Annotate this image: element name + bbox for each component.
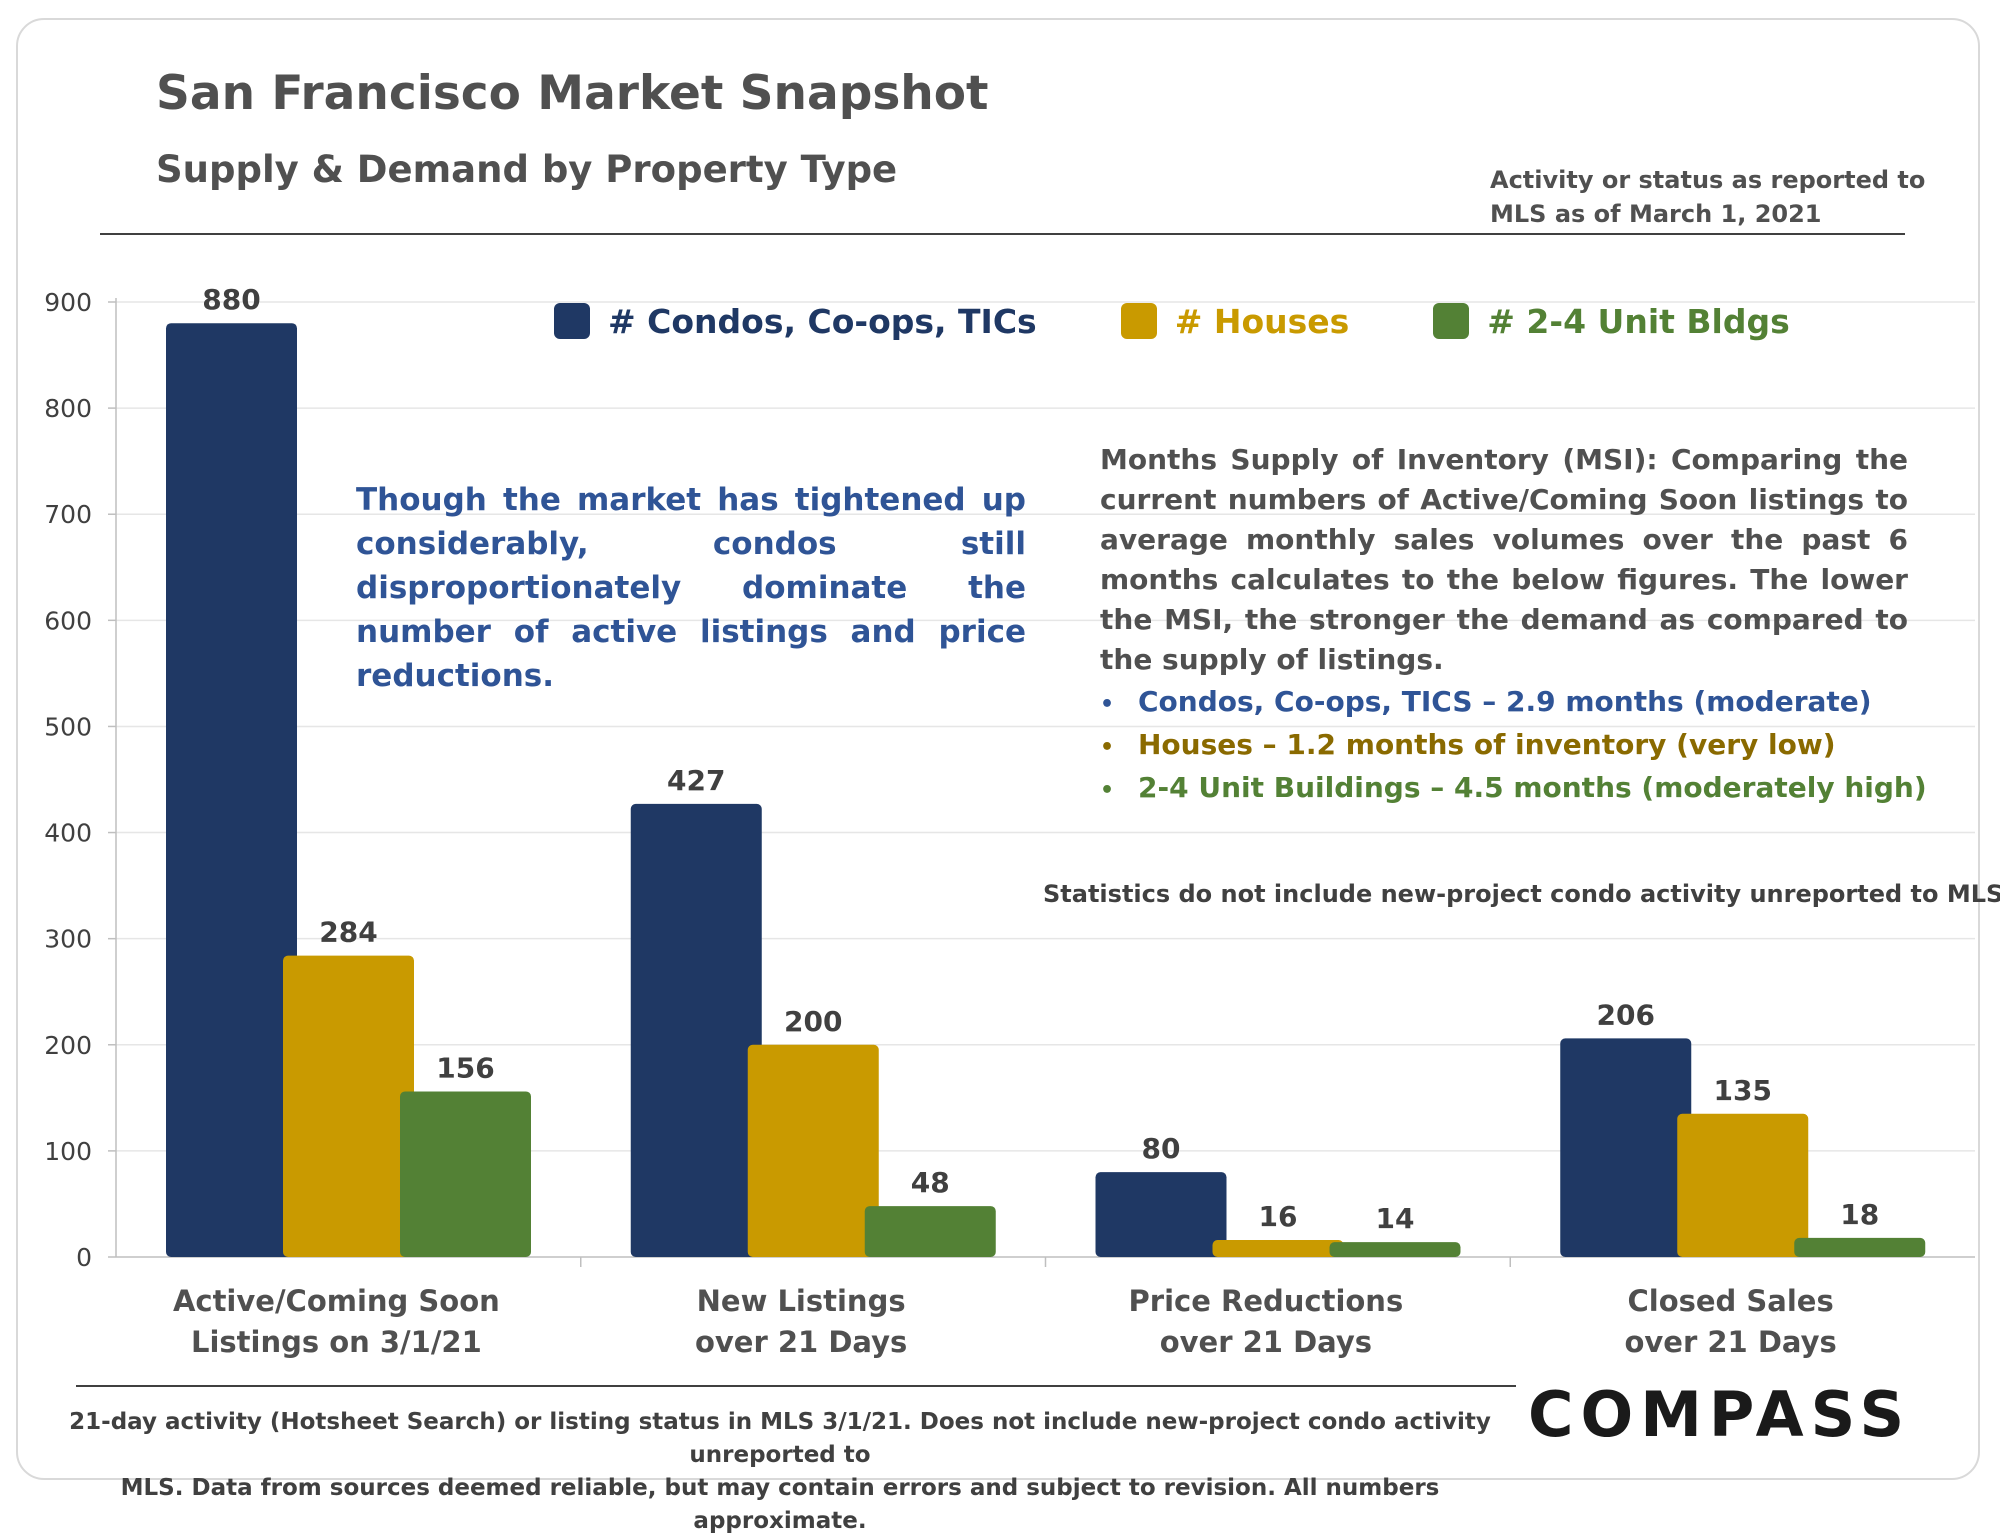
y-tick-label: 200: [44, 1031, 92, 1060]
legend-label-unit-bldgs: # 2-4 Unit Bldgs: [1487, 301, 1790, 341]
x-category-label: over 21 Days: [1624, 1325, 1836, 1359]
data-label: 427: [667, 764, 725, 797]
bar: [166, 323, 297, 1257]
data-label: 156: [436, 1051, 494, 1084]
x-category-label: New Listings: [697, 1284, 906, 1318]
legend-swatch-condos: [554, 303, 590, 339]
data-label: 18: [1840, 1198, 1879, 1231]
bar: [1212, 1240, 1344, 1257]
data-label: 206: [1597, 998, 1655, 1031]
bullet-icon: •: [1100, 778, 1115, 803]
data-label: 880: [202, 283, 260, 316]
y-tick-label: 500: [44, 712, 92, 741]
legend-item-condos: # Condos, Co-ops, TICs: [554, 302, 1037, 341]
bar: [864, 1206, 996, 1257]
x-category-label: over 21 Days: [695, 1325, 907, 1359]
data-label: 200: [784, 1005, 842, 1038]
bar-chart: 0 100 200 300 400 500 600 700 800 900 Active/Comin…: [44, 283, 1975, 1359]
bar: [747, 1044, 879, 1257]
as-of-note: Activity or status as reported to MLS as…: [1490, 163, 1925, 231]
y-tick-label: 0: [76, 1243, 92, 1272]
y-tick-label: 900: [44, 288, 92, 317]
msi-item-houses: • Houses – 1.2 months of inventory (very …: [1100, 725, 1927, 768]
footer-divider: [76, 1385, 1516, 1387]
bar: [1095, 1172, 1227, 1257]
legend: # Condos, Co-ops, TICs # Houses # 2-4 Un…: [554, 296, 1790, 346]
statistics-note: Statistics do not include new-project co…: [1043, 880, 2000, 908]
bar: [630, 803, 762, 1257]
data-label: 135: [1714, 1074, 1772, 1107]
x-category-label: Listings on 3/1/21: [191, 1325, 482, 1359]
bar: [1329, 1242, 1461, 1257]
y-tick-label: 700: [44, 500, 92, 529]
msi-item-text: Houses – 1.2 months of inventory (very l…: [1138, 728, 1836, 761]
bar: [1794, 1237, 1926, 1257]
y-tick-label: 100: [44, 1137, 92, 1166]
legend-label-houses: # Houses: [1174, 301, 1350, 341]
as-of-line-1: Activity or status as reported to: [1490, 166, 1926, 194]
card-frame: [16, 18, 1980, 1480]
bars: [166, 323, 1926, 1257]
legend-item-unit-bldgs: # 2-4 Unit Bldgs: [1433, 301, 1790, 341]
bar: [400, 1091, 531, 1257]
x-category-label: over 21 Days: [1160, 1325, 1372, 1359]
bullet-icon: •: [1100, 692, 1115, 717]
data-label: 16: [1259, 1200, 1298, 1233]
chart-subtitle: Supply & Demand by Property Type: [156, 148, 898, 191]
x-category-label: Price Reductions: [1129, 1284, 1404, 1318]
bar: [1560, 1038, 1692, 1257]
data-label: 80: [1142, 1132, 1181, 1165]
as-of-line-2: MLS as of March 1, 2021: [1490, 200, 1822, 228]
msi-item-text: Condos, Co-ops, TICS – 2.9 months (moder…: [1138, 685, 1872, 718]
data-label: 14: [1376, 1202, 1415, 1235]
x-category-label: Closed Sales: [1627, 1284, 1833, 1318]
msi-item-text: 2-4 Unit Buildings – 4.5 months (moderat…: [1138, 771, 1927, 804]
footer-line-1: 21-day activity (Hotsheet Search) or lis…: [69, 1409, 1491, 1468]
msi-item-unit-bldgs: • 2-4 Unit Buildings – 4.5 months (modera…: [1100, 768, 1927, 811]
footer-line-2: MLS. Data from sources deemed reliable, …: [120, 1475, 1440, 1534]
condo-dominance-note: Though the market has tightened up consi…: [356, 482, 1026, 694]
legend-label-condos: # Condos, Co-ops, TICs: [608, 301, 1037, 341]
data-labels: 880 284 156 427 200 48 80 16 14 206 135 18: [202, 283, 1879, 1235]
y-tick-label: 300: [44, 925, 92, 954]
bar: [1677, 1113, 1809, 1257]
chart-title: San Francisco Market Snapshot: [156, 66, 989, 121]
msi-explanation: Months Supply of Inventory (MSI): Compar…: [1100, 443, 1908, 676]
bullet-icon: •: [1100, 735, 1115, 760]
msi-item-condos: • Condos, Co-ops, TICS – 2.9 months (mode…: [1100, 682, 1927, 725]
legend-swatch-unit-bldgs: [1433, 303, 1470, 339]
y-tick-label: 800: [44, 394, 92, 423]
header-divider: [100, 233, 1905, 235]
axes: 0 100 200 300 400 500 600 700 800 900 Active/Comin…: [44, 288, 1975, 1359]
data-label: 284: [319, 916, 377, 949]
legend-item-houses: # Houses: [1120, 301, 1350, 341]
data-label: 48: [911, 1166, 950, 1199]
legend-swatch-houses: [1120, 303, 1157, 339]
compass-logo: COMPASS: [1528, 1378, 1912, 1451]
y-tick-label: 600: [44, 606, 92, 635]
x-category-label: Active/Coming Soon: [173, 1284, 500, 1318]
msi-list: • Condos, Co-ops, TICS – 2.9 months (mode…: [1100, 682, 1927, 811]
bar: [283, 955, 414, 1257]
footer-disclaimer: 21-day activity (Hotsheet Search) or lis…: [60, 1406, 1500, 1538]
y-tick-label: 400: [44, 819, 92, 848]
